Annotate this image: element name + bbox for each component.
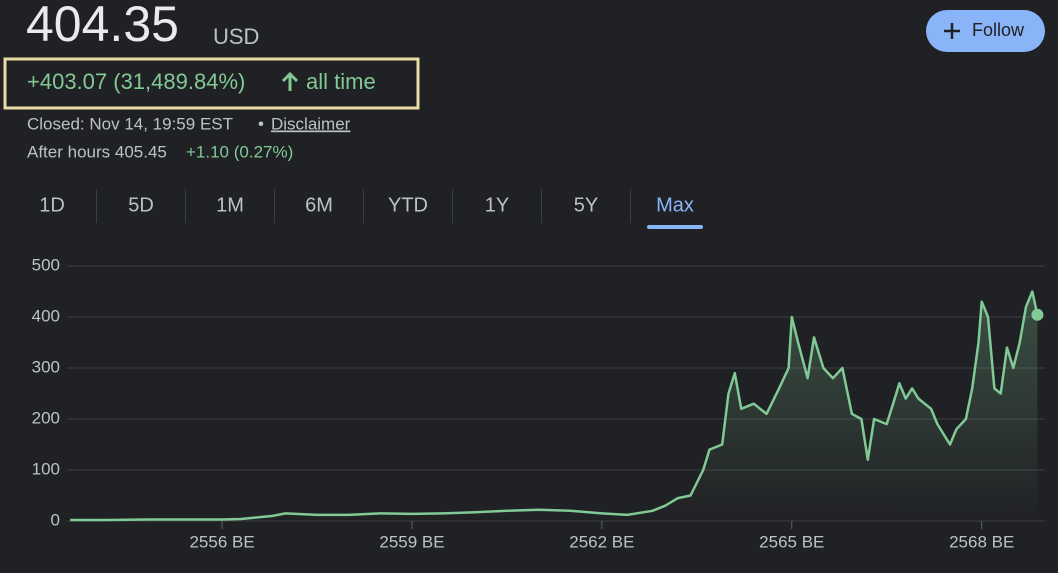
range-tab[interactable]: 1D <box>39 194 65 216</box>
range-tab[interactable]: 6M <box>305 194 333 216</box>
area <box>70 291 1038 521</box>
after-hours-change: +1.10 (0.27%) <box>186 142 293 161</box>
y-tick-label: 0 <box>51 510 60 529</box>
x-tick-label: 2562 BE <box>569 532 634 551</box>
range-tab[interactable]: 1M <box>216 194 244 216</box>
tab-underline <box>647 225 703 229</box>
x-tick-label: 2559 BE <box>379 532 444 551</box>
x-tick-label: 2565 BE <box>759 532 824 551</box>
y-tick-label: 100 <box>32 459 60 478</box>
price-line <box>70 290 1039 522</box>
separator: • <box>258 114 264 133</box>
range-tab[interactable]: YTD <box>388 194 428 216</box>
follow-label: Follow <box>972 20 1025 40</box>
range-tab[interactable]: 5Y <box>574 194 598 216</box>
disclaimer[interactable]: Disclaimer <box>271 114 351 133</box>
price: 404.35 <box>26 0 179 52</box>
follow-button[interactable]: Follow <box>926 10 1045 52</box>
currency: USD <box>213 24 259 49</box>
y-tick-label: 500 <box>32 255 60 274</box>
up-arrow <box>281 71 299 91</box>
x-tick-label: 2568 BE <box>949 532 1014 551</box>
after-hours: After hours 405.45 <box>27 142 167 161</box>
last-point <box>1031 308 1044 321</box>
y-tick-label: 400 <box>32 306 60 325</box>
y-tick-label: 200 <box>32 408 60 427</box>
range-tab[interactable]: 1Y <box>485 194 509 216</box>
y-tick-label: 300 <box>32 357 60 376</box>
closed: Closed: Nov 14, 19:59 EST <box>27 114 233 133</box>
period: all time <box>306 69 376 94</box>
range-tab[interactable]: Max <box>656 194 694 216</box>
highlight-box <box>3 57 420 110</box>
range-tab[interactable]: 5D <box>128 194 154 216</box>
change: +403.07 (31,489.84%) <box>27 69 245 94</box>
button-bg <box>926 10 1045 52</box>
plus-icon <box>944 23 960 39</box>
x-tick-label: 2556 BE <box>189 532 254 551</box>
